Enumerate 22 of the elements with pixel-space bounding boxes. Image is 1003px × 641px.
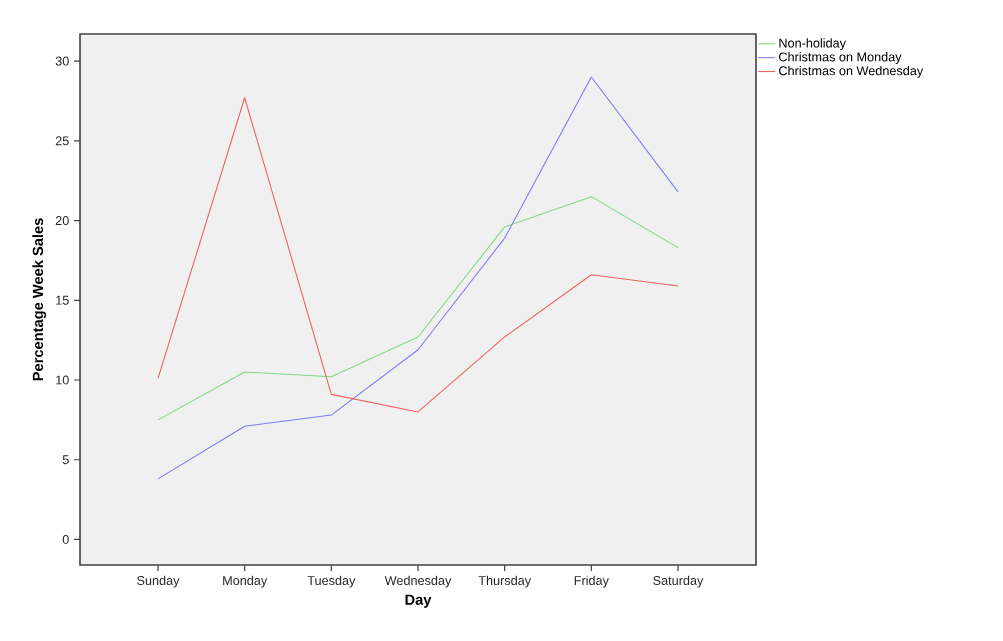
x-axis-title: Day	[405, 594, 432, 608]
y-tick-label: 25	[55, 136, 69, 146]
y-tick-label: 5	[62, 455, 69, 465]
y-tick-label: 20	[55, 216, 69, 226]
x-tick-label: Saturday	[653, 575, 704, 588]
line-series	[157, 76, 679, 480]
y-axis-title: Percentage Week Sales	[32, 218, 47, 381]
legend-label: Christmas on Wednesday	[779, 65, 924, 78]
legend-label: Christmas on Monday	[779, 52, 902, 64]
y-tick-label: 30	[55, 56, 69, 66]
line-series	[157, 97, 679, 413]
x-tick-label: Friday	[574, 575, 609, 588]
y-tick-label: 15	[56, 295, 69, 305]
x-tick-label: Sunday	[137, 575, 180, 588]
x-tick-label: Thursday	[478, 575, 532, 588]
line-series	[157, 196, 679, 421]
x-tick-label: Tuesday	[307, 575, 356, 588]
legend-label: Non-holiday	[779, 38, 846, 51]
y-tick-label: 0	[62, 534, 69, 544]
x-tick-label: Wednesday	[384, 575, 452, 588]
x-tick-label: Monday	[223, 575, 268, 588]
y-tick-label: 10	[56, 375, 69, 385]
